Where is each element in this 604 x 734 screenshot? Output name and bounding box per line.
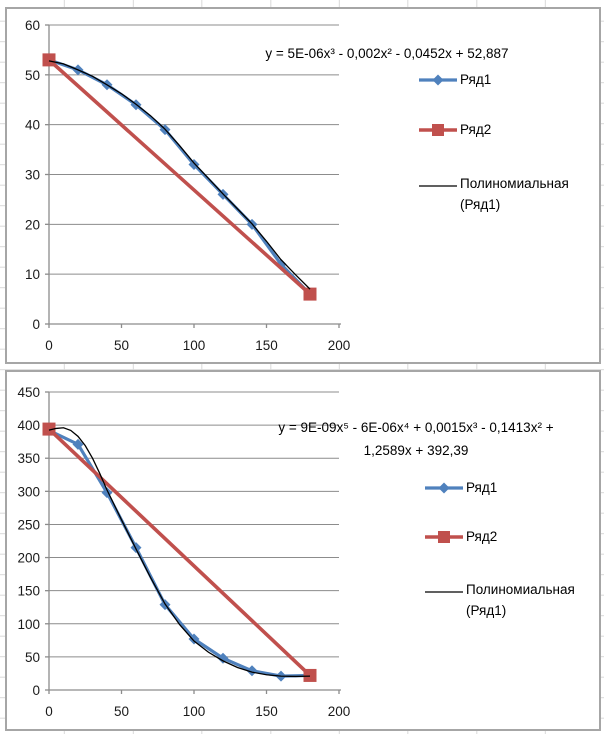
svg-text:200: 200 <box>328 704 351 719</box>
legend-item-series2[interactable]: Ряд2 <box>419 122 491 137</box>
chart-object-top[interactable]: 0 50 100 150 200 0 10 20 30 40 50 60 y = 5E-06x³ - … <box>5 7 601 364</box>
svg-text:20: 20 <box>25 217 40 232</box>
svg-text:50: 50 <box>114 338 129 353</box>
equation-line: 1,2589x + 392,39 <box>363 443 469 458</box>
svg-text:350: 350 <box>17 451 40 466</box>
svg-text:0: 0 <box>32 317 40 332</box>
chart-object-bottom[interactable]: 0 50 100 150 200 0 50 100 150 200 250 300 350 400 450 … <box>5 370 601 731</box>
svg-text:200: 200 <box>17 551 40 566</box>
legend-label: Ряд2 <box>460 122 492 137</box>
series2-line-square-icon <box>419 123 457 136</box>
legend-item-series2[interactable]: Ряд2 <box>425 529 497 544</box>
series2-line-square-icon <box>425 530 463 543</box>
chart-bottom-plot-svg: 0 50 100 150 200 0 50 100 150 200 250 300 350 400 450 <box>17 385 351 719</box>
svg-text:50: 50 <box>114 704 129 719</box>
svg-text:450: 450 <box>17 385 40 400</box>
svg-text:0: 0 <box>32 683 40 698</box>
svg-text:250: 250 <box>17 517 40 532</box>
svg-text:150: 150 <box>255 338 278 353</box>
svg-text:150: 150 <box>17 584 40 599</box>
svg-text:100: 100 <box>183 338 206 353</box>
legend-label: Полиномиальная (Ряд1) <box>460 176 569 212</box>
legend-item-trendline[interactable]: Полиномиальная (Ряд1) <box>419 173 604 215</box>
equation-line: y = 5E-06x³ - 0,002x² - 0,0452x + 52,887 <box>265 46 509 61</box>
series1-line-diamond-icon <box>425 482 463 493</box>
svg-text:0: 0 <box>45 704 53 719</box>
chart-top-plot-svg: 0 50 100 150 200 0 10 20 30 40 50 60 <box>25 18 351 353</box>
legend-label: Ряд1 <box>460 72 492 87</box>
svg-text:150: 150 <box>255 704 278 719</box>
trendline-legend-icon <box>425 591 463 593</box>
svg-text:200: 200 <box>328 338 351 353</box>
equation-line: y = 9E-09x⁵ - 6E-06x⁴ + 0,0015x³ - 0,141… <box>278 420 554 435</box>
svg-text:10: 10 <box>25 267 40 282</box>
svg-text:60: 60 <box>25 18 40 33</box>
legend-label: Полиномиальная (Ряд1) <box>466 582 575 618</box>
svg-text:300: 300 <box>17 484 40 499</box>
trendline-equation-bottom[interactable]: y = 9E-09x⁵ - 6E-06x⁴ + 0,0015x³ - 0,141… <box>236 416 596 462</box>
svg-text:40: 40 <box>25 118 40 133</box>
trendline-equation-top[interactable]: y = 5E-06x³ - 0,002x² - 0,0452x + 52,887 <box>202 45 572 62</box>
svg-text:50: 50 <box>25 68 40 83</box>
series1-line-diamond-icon <box>419 74 457 85</box>
svg-text:0: 0 <box>45 338 53 353</box>
svg-text:100: 100 <box>183 704 206 719</box>
svg-text:400: 400 <box>17 418 40 433</box>
svg-text:100: 100 <box>17 617 40 632</box>
legend-label: Ряд1 <box>466 480 498 495</box>
svg-text:50: 50 <box>25 650 40 665</box>
legend-item-series1[interactable]: Ряд1 <box>419 72 491 87</box>
legend-item-series1[interactable]: Ряд1 <box>425 480 497 495</box>
legend-label: Ряд2 <box>466 529 498 544</box>
trendline-legend-icon <box>419 185 457 187</box>
svg-text:30: 30 <box>25 168 40 183</box>
legend-item-trendline[interactable]: Полиномиальная (Ряд1) <box>425 579 604 621</box>
